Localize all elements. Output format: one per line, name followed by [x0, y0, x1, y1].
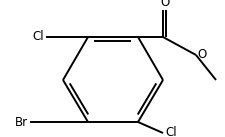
Text: Br: Br [15, 115, 28, 129]
Text: O: O [159, 0, 169, 9]
Text: O: O [196, 48, 205, 61]
Text: Cl: Cl [164, 126, 176, 137]
Text: Cl: Cl [32, 31, 44, 44]
